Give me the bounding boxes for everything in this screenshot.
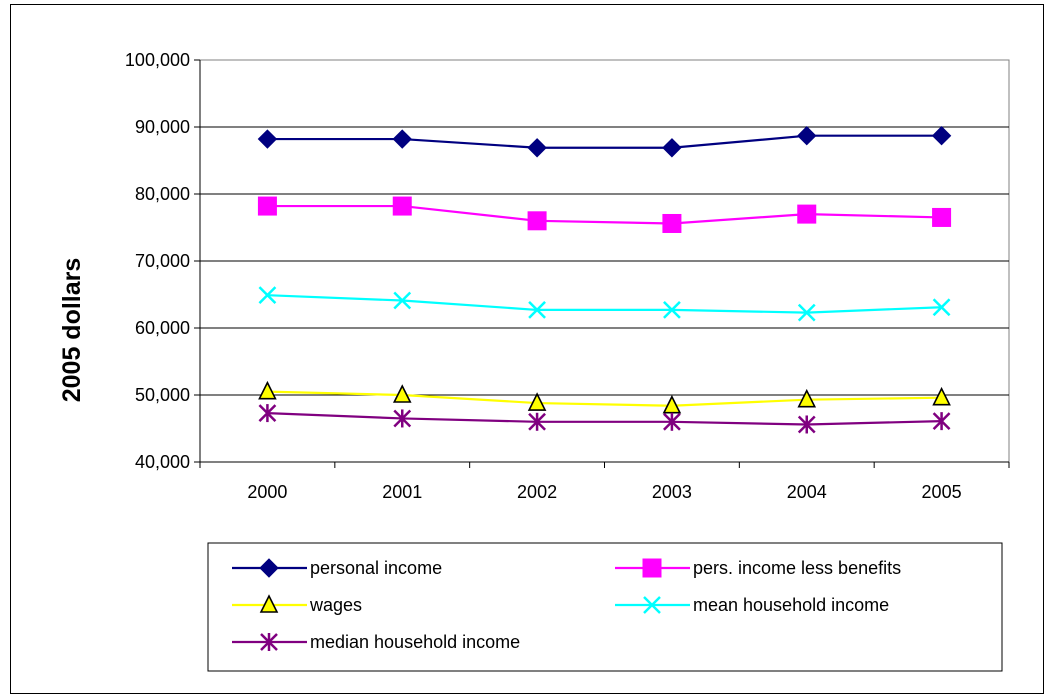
gridlines [200,126,1009,396]
series-wages [258,380,951,414]
data-point [258,286,277,305]
data-point [932,386,951,406]
data-point [528,412,546,431]
y-tick-label: 50,000 [135,385,190,405]
data-point [932,298,951,317]
legend-marker [642,558,662,578]
x-tick-label: 2001 [382,482,422,502]
legend: personal income pers. income less benefit… [207,542,1003,672]
data-point [258,380,277,400]
data-point [931,126,952,146]
legend-label: mean household income [693,595,889,615]
data-point [392,384,412,403]
data-point [527,211,547,231]
legend-marker [259,558,279,578]
data-point [797,388,817,408]
data-point [528,301,546,319]
data-point [663,301,681,319]
series-median-household-income [258,404,951,434]
series-line [267,294,942,314]
legend-items: personal income pers. income less benefit… [232,558,901,652]
data-point [257,129,278,149]
legend-entry: median household income [232,632,520,652]
data-point [797,126,817,146]
data-point [392,196,412,216]
series-pers-income-less-benefits [257,196,952,233]
data-point [797,415,816,434]
x-tick-label: 2003 [652,482,692,502]
y-tick-label: 70,000 [135,251,190,271]
data-point [663,412,681,431]
legend-entry: pers. income less benefits [615,558,901,578]
data-point [662,394,682,414]
data-point [393,291,412,310]
legend-entry: wages [232,594,362,615]
series-line [267,411,942,426]
y-tick-label: 90,000 [135,117,190,137]
data-point [797,204,817,224]
series-line [267,204,942,225]
legend-marker [259,594,279,613]
data-point [527,392,547,411]
legend-marker [643,596,661,614]
data-point [258,404,277,423]
y-tick-label: 100,000 [125,50,190,70]
y-tick-label: 80,000 [135,184,190,204]
legend-entry: mean household income [615,595,889,615]
series-personal-income [257,126,952,158]
data-point [932,412,951,431]
legend-label: personal income [310,558,442,578]
data-point [392,129,412,149]
legend-label: median household income [310,632,520,652]
series-layer [257,126,952,434]
data-point [257,196,277,216]
y-tick-label: 60,000 [135,318,190,338]
series-line [267,390,942,407]
legend-label: wages [309,595,362,615]
series-line [267,134,942,149]
data-point [527,138,547,158]
x-tick-label: 2005 [922,482,962,502]
x-tick-label: 2002 [517,482,557,502]
x-axis-ticks: 2000 2001 2002 2003 2004 2005 [199,462,1010,502]
data-point [797,303,816,322]
y-tick-label: 40,000 [135,452,190,472]
x-tick-label: 2000 [247,482,287,502]
legend-marker [260,633,278,651]
x-tick-label: 2004 [787,482,827,502]
series-mean-household-income [258,286,951,322]
data-point [662,213,682,233]
legend-entry: personal income [232,558,442,578]
y-axis-title: 2005 dollars [58,258,86,403]
legend-label: pers. income less benefits [693,558,901,578]
data-point [662,138,682,158]
data-point [393,409,412,428]
data-point [932,207,952,227]
plot-area: 40,000 50,000 60,000 70,000 80,000 90,000 100,… [125,50,1010,502]
legend-box [207,542,1003,672]
